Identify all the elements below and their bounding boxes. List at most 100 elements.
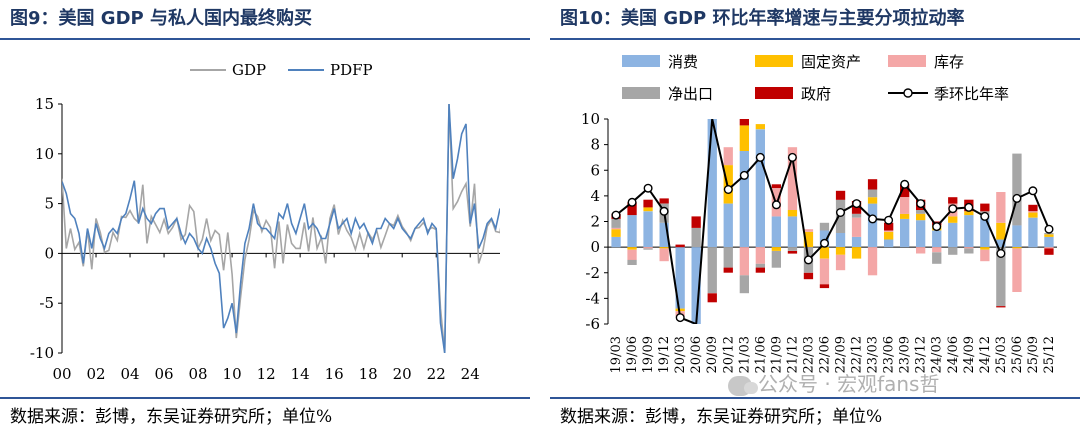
legend-label: 库存 xyxy=(934,53,964,71)
bar-segment xyxy=(787,147,798,210)
legend-swatch xyxy=(622,87,660,99)
legend-label: 政府 xyxy=(801,85,831,103)
x-tick-label: 24 xyxy=(461,365,480,383)
bar-segment xyxy=(1012,225,1022,248)
bar-segment xyxy=(1012,248,1022,292)
bar-segment xyxy=(819,247,830,259)
chart-title: 图10：美国 GDP 环比年率增速与主要分项拉动率 xyxy=(560,8,965,29)
bar-segment xyxy=(803,229,814,232)
legend-label: 固定资产 xyxy=(801,53,861,71)
series-point xyxy=(852,199,862,209)
bar-segment xyxy=(819,284,830,289)
bar-segment xyxy=(611,227,621,230)
bar-segment xyxy=(707,293,717,303)
chart-source: 数据来源：彭博，东吴证券研究所；单位% xyxy=(560,407,883,427)
bar-segment xyxy=(851,236,862,248)
bar-segment xyxy=(627,247,637,250)
y-tick-label: 15 xyxy=(35,95,54,113)
bar-segment xyxy=(1028,204,1038,212)
bar-segment xyxy=(723,203,733,248)
bar-segment xyxy=(964,215,974,248)
bar-segment xyxy=(659,248,669,262)
bar-segment xyxy=(884,230,894,232)
bar-segment xyxy=(643,207,653,212)
series-point xyxy=(916,199,926,209)
series-point xyxy=(755,152,765,162)
series-point xyxy=(932,222,942,232)
bar-segment xyxy=(819,258,830,285)
bar-segment xyxy=(900,213,910,219)
x-tick-label: 19/03 xyxy=(609,336,624,373)
legend-label: 季环比年率 xyxy=(934,85,1009,103)
chart-source: 数据来源：彭博，东吴证券研究所；单位% xyxy=(10,407,333,427)
bar-segment xyxy=(787,247,798,251)
y-tick-label: 4 xyxy=(590,187,600,205)
bar-segment xyxy=(932,230,942,248)
series-point xyxy=(643,183,653,193)
bar-segment xyxy=(1012,153,1022,226)
series-line-pdfp xyxy=(62,104,500,353)
bar-segment xyxy=(916,210,926,214)
x-tick-label: 18 xyxy=(359,365,378,383)
series-point xyxy=(803,255,813,265)
legend-label: GDP xyxy=(232,61,266,79)
x-tick-label: 24/06 xyxy=(946,336,961,373)
bar-segment xyxy=(675,308,685,312)
bar-segment xyxy=(771,216,781,248)
x-tick-label: 25/09 xyxy=(1026,336,1041,373)
x-tick-label: 20/12 xyxy=(721,336,736,373)
x-tick-label: 25/12 xyxy=(1042,336,1057,373)
x-tick-label: 19/09 xyxy=(641,336,656,373)
series-point xyxy=(836,207,846,217)
series-point xyxy=(1044,224,1054,234)
bar-segment xyxy=(771,184,781,189)
series-point xyxy=(948,204,958,214)
series-point xyxy=(820,238,830,248)
bar-segment xyxy=(803,272,814,280)
bar-segment xyxy=(611,218,621,228)
bar-segment xyxy=(851,247,862,259)
x-tick-label: 19/06 xyxy=(625,336,640,373)
series-point xyxy=(787,152,797,162)
bar-segment xyxy=(900,197,910,214)
bar-segment xyxy=(980,213,990,248)
legend-label: PDFP xyxy=(330,61,373,79)
y-tick-label: 8 xyxy=(590,136,600,154)
gdp-pdfp-line-chart: 15 10 5 0 -5 -10 00 02 04 06 08 10 12 14 16 18 20 22 24 GDP… xyxy=(30,61,500,383)
bar-segment xyxy=(755,263,765,268)
x-tick-label: 12 xyxy=(257,365,276,383)
bar-segment xyxy=(691,216,701,228)
bar-segment xyxy=(1012,247,1022,249)
bar-segment xyxy=(916,220,926,248)
watermark: 公众号 · 宏观fans哲 xyxy=(728,368,939,397)
bar-segment xyxy=(916,247,926,254)
legend-label: 净出口 xyxy=(668,85,713,103)
series-point xyxy=(1012,193,1022,203)
title-rule xyxy=(550,38,1080,40)
bar-segment xyxy=(835,254,846,271)
bar-segment xyxy=(707,247,717,294)
bar-segment xyxy=(980,203,990,212)
x-tick-label: 20/06 xyxy=(689,336,704,373)
bar-segment xyxy=(948,222,958,248)
y-tick-label: -2 xyxy=(585,264,600,282)
bar-segment xyxy=(996,192,1006,223)
y-tick-label: 0 xyxy=(590,238,600,256)
series-point xyxy=(611,210,621,220)
y-tick-label: 10 xyxy=(35,145,54,163)
bar-segment xyxy=(739,125,749,151)
y-tick-label: -5 xyxy=(39,294,54,312)
bar-segment xyxy=(1028,217,1038,248)
bar-segment xyxy=(787,251,798,254)
bar-segment xyxy=(884,239,894,248)
bar-segment xyxy=(771,247,781,251)
bar-segment xyxy=(675,247,685,309)
bar-segment xyxy=(948,197,958,204)
series-point xyxy=(627,197,637,207)
bar-segment xyxy=(627,249,637,260)
bar-segment xyxy=(627,202,637,216)
bar-segment xyxy=(787,210,798,217)
x-tick-label: 22/03 xyxy=(801,336,816,373)
x-tick-label: 22 xyxy=(427,365,446,383)
x-tick-label: 21/12 xyxy=(785,336,800,373)
